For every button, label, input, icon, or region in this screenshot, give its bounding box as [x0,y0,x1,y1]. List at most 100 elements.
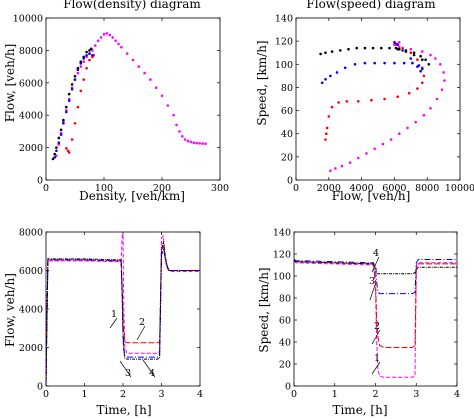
data-point [325,126,329,130]
data-point [401,46,404,50]
data-point [393,61,396,65]
data-point [409,51,413,54]
data-point [70,138,74,141]
x-axis-label: Time, [h] [96,403,151,417]
series-4-line [45,241,200,387]
data-point [59,128,63,132]
data-point [82,60,85,63]
series-2-line [293,260,457,348]
data-point [53,156,56,159]
y-tick-label: 10000 [13,14,43,25]
data-point [53,152,56,156]
data-point [186,139,190,143]
data-point [65,110,68,114]
data-point [166,104,170,107]
data-point [370,98,373,102]
flow-density-panel: Flow(density) diagram Density, [veh/km] … [3,0,229,203]
x-tick-label: 10000 [445,183,474,194]
x-axis-label: Flow, [veh/h] [332,189,411,203]
x-tick-label: 2 [120,389,126,400]
data-point [427,63,431,66]
data-point [96,39,100,42]
annotation-leader [136,325,146,341]
data-point [149,78,152,81]
data-point [65,105,68,109]
data-point [373,147,377,151]
y-tick-label: 140 [275,14,293,25]
data-point [416,87,419,90]
data-point [389,138,393,141]
data-point [325,132,328,135]
data-point [421,58,424,61]
annotation-leader [142,359,156,378]
data-point [402,61,406,65]
data-point [324,78,327,81]
series-2-points [324,43,426,141]
data-point [154,86,158,89]
data-point [421,50,424,53]
y-tick-label: 0 [285,382,291,393]
x-tick-label: 4000 [350,183,374,194]
annotation-leader [109,317,118,329]
series-annotation: 3 [125,368,131,379]
data-point [137,65,141,68]
data-point [345,100,349,103]
data-point [88,49,91,52]
data-point [393,41,396,44]
y-tick-label: 40 [279,338,291,349]
data-point [51,157,55,161]
data-point [79,89,83,93]
data-point [70,88,74,91]
series-4-points [51,47,93,161]
x-tick-label: 4 [197,389,203,400]
data-point [172,113,175,117]
data-point [401,49,404,52]
annotation-leader [371,329,381,345]
data-point [381,142,385,146]
data-point [365,152,368,155]
annotation-leader [119,360,132,378]
annotation-leader [371,361,381,375]
data-point [383,97,386,101]
data-point [76,71,80,75]
x-tick-label: 0 [291,389,297,400]
x-tick-label: 100 [95,183,113,194]
y-tick-label: 60 [281,106,293,117]
x-axis-label: Time, [h] [332,403,387,417]
data-point [416,58,419,61]
x-tick-label: 200 [153,183,171,194]
series-annotation: 4 [149,368,155,379]
data-point [324,138,327,141]
data-point [160,94,164,98]
x-tick-label: 300 [211,183,229,194]
data-point [339,49,342,52]
data-point [67,151,71,154]
y-axis-label: Speed, [km/h] [257,267,271,352]
data-point [347,47,350,51]
data-point [330,105,334,109]
x-tick-label: 0 [43,389,49,400]
data-point [85,66,88,70]
y-tick-label: 120 [275,37,293,48]
data-point [88,52,91,55]
data-point [394,46,398,50]
flow-time-panel: Time, [h] Flow, veh/h] 0 1 2 3 4020004000600… [3,228,203,418]
series-annotation: 1 [374,353,380,364]
y-tick-label: 60 [279,316,291,327]
data-point [204,142,207,145]
data-point [429,53,432,57]
data-point [363,46,367,50]
data-point [55,154,58,157]
data-point [329,74,332,78]
y-tick-label: 20 [279,360,291,371]
data-point [330,50,334,53]
data-point [380,46,383,50]
data-point [440,88,444,91]
data-point [189,140,193,144]
data-point [88,58,91,62]
data-point [82,55,85,59]
data-point [406,126,409,130]
data-point [82,78,85,81]
y-axis-label: Flow, [veh/h] [3,44,17,123]
x-tick-label: 6000 [382,183,406,194]
